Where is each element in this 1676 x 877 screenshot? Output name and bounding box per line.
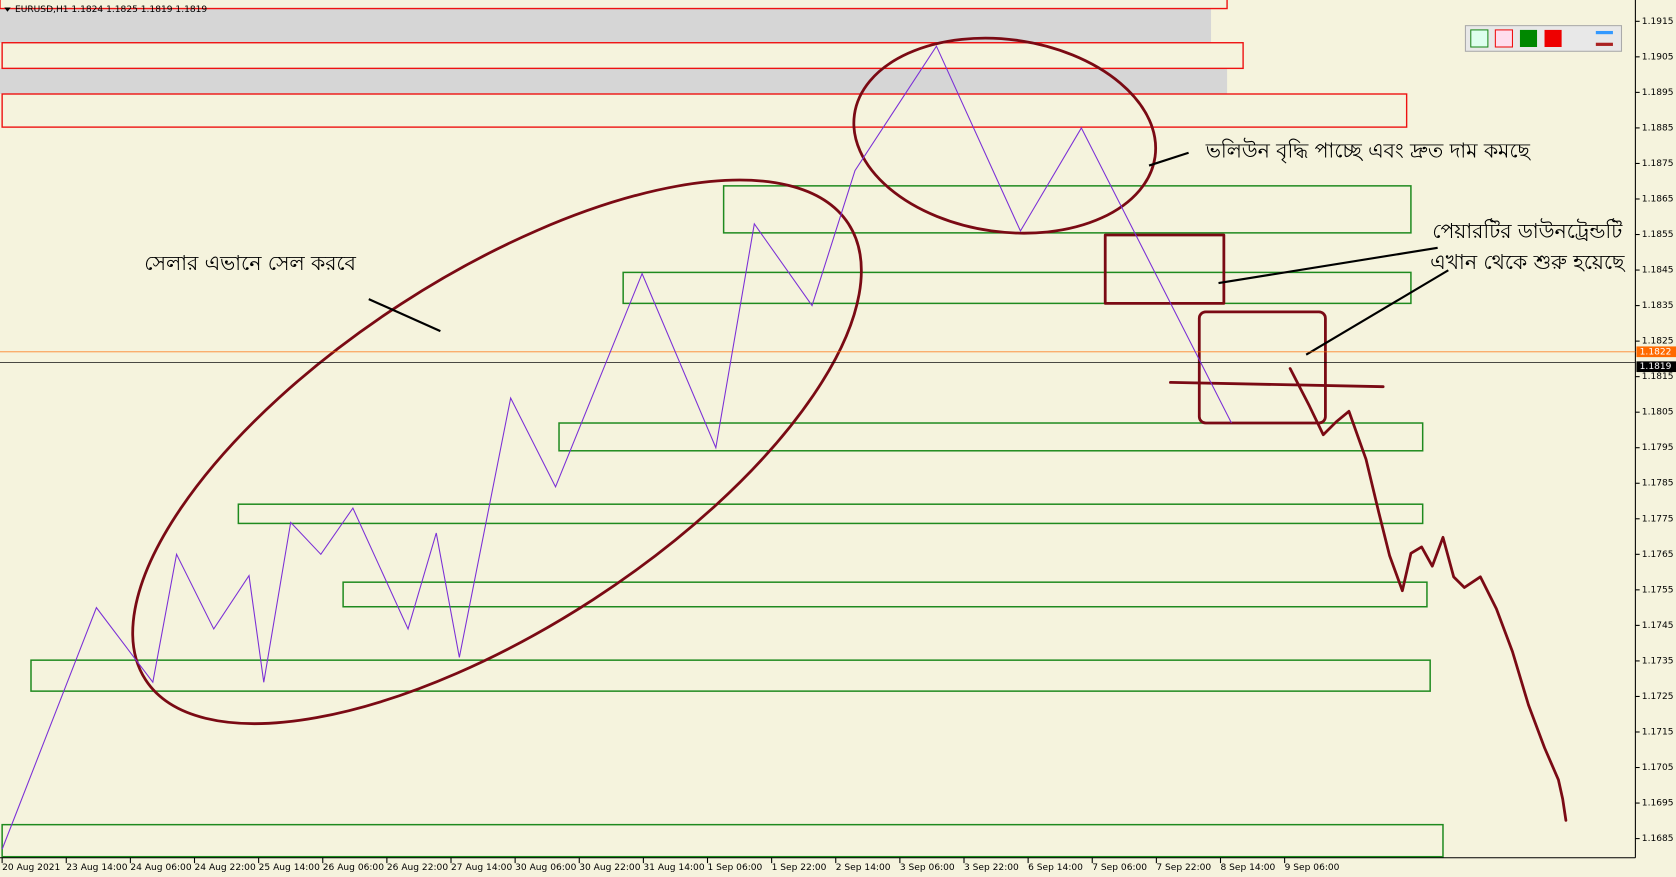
green-zone — [622, 271, 1412, 305]
grey-zone — [0, 8, 1212, 43]
x-tick-label: 30 Aug 22:00 — [579, 863, 640, 873]
y-tick-label: 1.1785 — [1642, 479, 1674, 489]
y-tick-label: 1.1795 — [1642, 443, 1674, 453]
x-tick-label: 23 Aug 14:00 — [66, 863, 127, 873]
menu-arrow[interactable] — [4, 7, 11, 12]
y-tick-label: 1.1825 — [1642, 337, 1674, 347]
y-tick-label: 1.1845 — [1642, 266, 1674, 276]
annotation: পেয়ারটির ডাউনট্রেন্ডটি — [1432, 219, 1623, 243]
drawn-line — [1169, 381, 1385, 389]
y-tick-label: 1.1835 — [1642, 301, 1674, 311]
x-tick-label: 9 Sep 06:00 — [1285, 863, 1340, 873]
x-tick-label: 31 Aug 14:00 — [643, 863, 704, 873]
symbol-info: EURUSD,H1 1.1824 1.1825 1.1819 1.1819 — [15, 5, 207, 15]
price-label: 1.1822 — [1640, 347, 1672, 357]
annotation: ভলিউন বৃদ্ধি পাচ্ছে এবং দ্রুত দাম কমছে — [1205, 139, 1532, 163]
tool-icon[interactable] — [1470, 29, 1489, 48]
drawn-ellipse — [131, 178, 863, 726]
projection-path — [1288, 367, 1568, 822]
x-tick-label: 27 Aug 14:00 — [451, 863, 512, 873]
x-tick-label: 3 Sep 06:00 — [900, 863, 955, 873]
y-tick-label: 1.1755 — [1642, 585, 1674, 595]
green-zone — [342, 581, 1428, 608]
green-zone — [1, 823, 1444, 858]
zigzag-line — [1, 45, 1232, 850]
y-tick-label: 1.1915 — [1642, 17, 1674, 27]
y-tick-label: 1.1705 — [1642, 763, 1674, 773]
price-label-box — [1636, 361, 1676, 373]
y-tick-label: 1.1735 — [1642, 656, 1674, 666]
green-zone — [237, 503, 1424, 525]
y-tick-label: 1.1715 — [1642, 727, 1674, 737]
pointer — [1218, 246, 1438, 285]
y-tick-label: 1.1895 — [1642, 88, 1674, 98]
annotation: এখান থেকে শুরু হয়েছে — [1430, 250, 1626, 274]
red-zone — [0, 0, 1228, 10]
y-tick-label: 1.1695 — [1642, 799, 1674, 809]
pointer — [1148, 151, 1189, 167]
y-tick-label: 1.1885 — [1642, 123, 1674, 133]
price-label: 1.1819 — [1640, 362, 1672, 372]
y-tick-label: 1.1745 — [1642, 621, 1674, 631]
x-tick-label: 7 Sep 06:00 — [1092, 863, 1147, 873]
red-zone — [1, 93, 1408, 128]
y-tick-label: 1.1725 — [1642, 692, 1674, 702]
x-tick-label: 1 Sep 06:00 — [708, 863, 763, 873]
tool-icon[interactable] — [1595, 30, 1613, 35]
x-tick-label: 24 Aug 06:00 — [130, 863, 191, 873]
x-tick-label: 24 Aug 22:00 — [195, 863, 256, 873]
x-tick-label: 7 Sep 22:00 — [1156, 863, 1211, 873]
x-tick-label: 2 Sep 14:00 — [836, 863, 891, 873]
y-tick-label: 1.1855 — [1642, 230, 1674, 240]
x-tick-label: 26 Aug 06:00 — [323, 863, 384, 873]
y-tick-label: 1.1815 — [1642, 372, 1674, 382]
pointer — [368, 298, 441, 333]
x-tick-label: 30 Aug 06:00 — [515, 863, 576, 873]
drawn-ellipse — [852, 36, 1158, 235]
drawn-box — [1103, 233, 1226, 305]
grey-zone — [0, 68, 1228, 95]
red-zone — [1, 42, 1244, 70]
green-zone — [30, 659, 1431, 692]
y-tick-label: 1.1805 — [1642, 408, 1674, 418]
y-tick-label: 1.1875 — [1642, 159, 1674, 169]
x-tick-label: 8 Sep 14:00 — [1220, 863, 1275, 873]
price-label-box — [1636, 346, 1676, 358]
tool-icon[interactable] — [1519, 29, 1538, 48]
annotation: সেলার এভানে সেল করবে — [144, 251, 356, 275]
y-tick-label: 1.1905 — [1642, 52, 1674, 62]
y-tick-label: 1.1765 — [1642, 550, 1674, 560]
green-zone — [722, 185, 1412, 234]
tool-icon[interactable] — [1494, 29, 1513, 48]
x-tick-label: 26 Aug 22:00 — [387, 863, 448, 873]
y-tick-label: 1.1685 — [1642, 834, 1674, 844]
tool-icon[interactable] — [1544, 29, 1562, 48]
x-tick-label: 25 Aug 14:00 — [259, 863, 320, 873]
green-zone — [558, 422, 1424, 452]
pointer — [1305, 269, 1449, 356]
y-tick-label: 1.1775 — [1642, 514, 1674, 524]
toolbar — [1464, 25, 1623, 52]
x-tick-label: 1 Sep 22:00 — [772, 863, 827, 873]
drawn-box — [1197, 310, 1327, 425]
tool-icon[interactable] — [1595, 42, 1613, 46]
x-tick-label: 6 Sep 14:00 — [1028, 863, 1083, 873]
x-tick-label: 3 Sep 22:00 — [964, 863, 1019, 873]
x-tick-label: 20 Aug 2021 — [2, 863, 60, 873]
y-tick-label: 1.1865 — [1642, 194, 1674, 204]
